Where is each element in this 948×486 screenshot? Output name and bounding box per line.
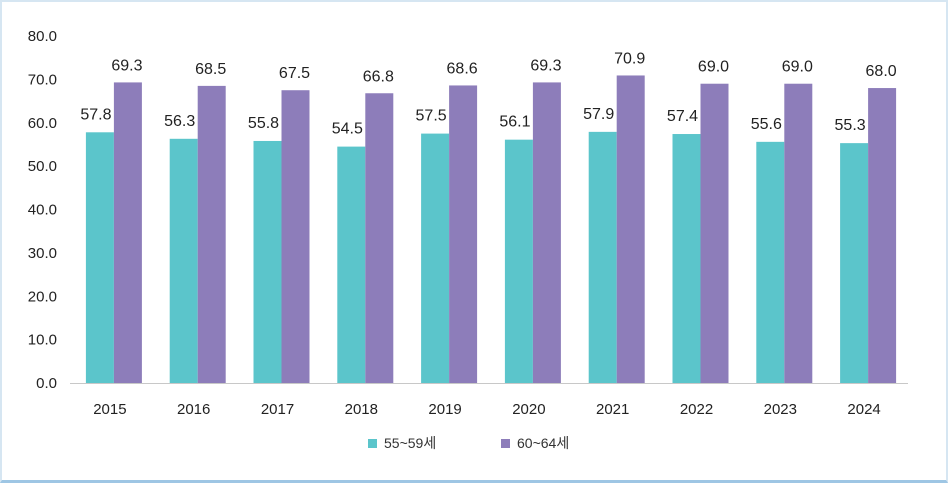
- bar-60-64-2024: [868, 88, 897, 384]
- data-label-55-59-2021: 57.9: [583, 106, 614, 123]
- y-tick-label-40.0: 40.0: [28, 202, 57, 219]
- bar-55-59-2021: [588, 131, 617, 383]
- bar-55-59-2024: [840, 143, 869, 383]
- bar-60-64-2015: [113, 82, 142, 383]
- legend-60-64-swatch: [501, 439, 510, 448]
- data-label-55-59-2016: 56.3: [164, 113, 195, 130]
- y-tick-label-10.0: 10.0: [28, 332, 57, 349]
- x-tick-label-2020: 2020: [512, 401, 545, 418]
- legend-60-64-label: 60~64세: [517, 435, 569, 451]
- data-label-60-64-2023: 69.0: [782, 59, 813, 76]
- y-axis: 0.0 10.0 20.0 30.0 40.0 50.0 60.0 70.0 80.0: [28, 28, 57, 392]
- x-tick-label-2017: 2017: [261, 401, 294, 418]
- y-tick-label-80.0: 80.0: [28, 28, 57, 45]
- data-label-60-64-2024: 68.0: [866, 63, 897, 80]
- y-tick-label-20.0: 20.0: [28, 288, 57, 305]
- data-label-55-59-2022: 57.4: [667, 108, 698, 125]
- data-label-60-64-2021: 70.9: [614, 50, 645, 67]
- data-label-55-59-2023: 55.6: [751, 116, 782, 133]
- bar-55-59-2017: [253, 140, 282, 383]
- x-tick-label-2021: 2021: [596, 401, 629, 418]
- data-label-60-64-2015: 69.3: [111, 57, 142, 74]
- data-label-55-59-2019: 57.5: [416, 108, 447, 125]
- y-tick-label-0.0: 0.0: [36, 375, 57, 392]
- bar-55-59-2023: [756, 141, 785, 383]
- x-tick-label-2018: 2018: [345, 401, 378, 418]
- y-tick-label-60.0: 60.0: [28, 115, 57, 132]
- bar-55-59-2020: [504, 139, 533, 383]
- bar-60-64-2021: [616, 75, 645, 383]
- x-tick-label-2015: 2015: [93, 401, 126, 418]
- x-tick-label-2023: 2023: [764, 401, 797, 418]
- bar-60-64-2016: [197, 85, 226, 383]
- data-label-55-59-2018: 54.5: [332, 121, 363, 138]
- bar-60-64-2018: [365, 93, 394, 383]
- data-label-60-64-2017: 67.5: [279, 65, 310, 82]
- y-tick-label-70.0: 70.0: [28, 71, 57, 88]
- data-labels-group: 57.8 69.3 56.3 68.5 55.8 67.5 54.5 66.8 57.5 68.6…: [80, 50, 896, 137]
- legend-55-59-swatch: [368, 439, 377, 448]
- x-tick-label-2022: 2022: [680, 401, 713, 418]
- bar-60-64-2023: [784, 83, 813, 384]
- data-label-55-59-2015: 57.8: [80, 106, 111, 123]
- bar-55-59-2015: [85, 132, 114, 383]
- bar-55-59-2022: [672, 134, 701, 383]
- y-tick-label-30.0: 30.0: [28, 245, 57, 262]
- legend: 55~59세 60~64세: [368, 435, 569, 451]
- bars-group: [85, 75, 897, 384]
- x-tick-label-2024: 2024: [847, 401, 880, 418]
- legend-55-59-label: 55~59세: [384, 435, 436, 451]
- x-tick-label-2016: 2016: [177, 401, 210, 418]
- data-label-60-64-2020: 69.3: [530, 57, 561, 74]
- bar-55-59-2016: [169, 138, 198, 383]
- data-label-60-64-2018: 66.8: [363, 68, 394, 85]
- bar-60-64-2017: [281, 90, 310, 383]
- data-label-60-64-2016: 68.5: [195, 61, 226, 78]
- bar-60-64-2020: [532, 82, 561, 383]
- y-tick-label-50.0: 50.0: [28, 158, 57, 175]
- data-label-55-59-2024: 55.3: [835, 117, 866, 134]
- bar-60-64-2019: [449, 85, 478, 383]
- bar-55-59-2019: [421, 133, 450, 383]
- data-label-60-64-2019: 68.6: [447, 60, 478, 77]
- x-axis: 2015 2016 2017 2018 2019 2020 2021 2022 2023 2024: [70, 383, 908, 418]
- bar-55-59-2018: [337, 146, 366, 383]
- bar-60-64-2022: [700, 83, 729, 384]
- x-tick-label-2019: 2019: [428, 401, 461, 418]
- data-label-60-64-2022: 69.0: [698, 59, 729, 76]
- data-label-55-59-2017: 55.8: [248, 115, 279, 132]
- data-label-55-59-2020: 56.1: [499, 114, 530, 131]
